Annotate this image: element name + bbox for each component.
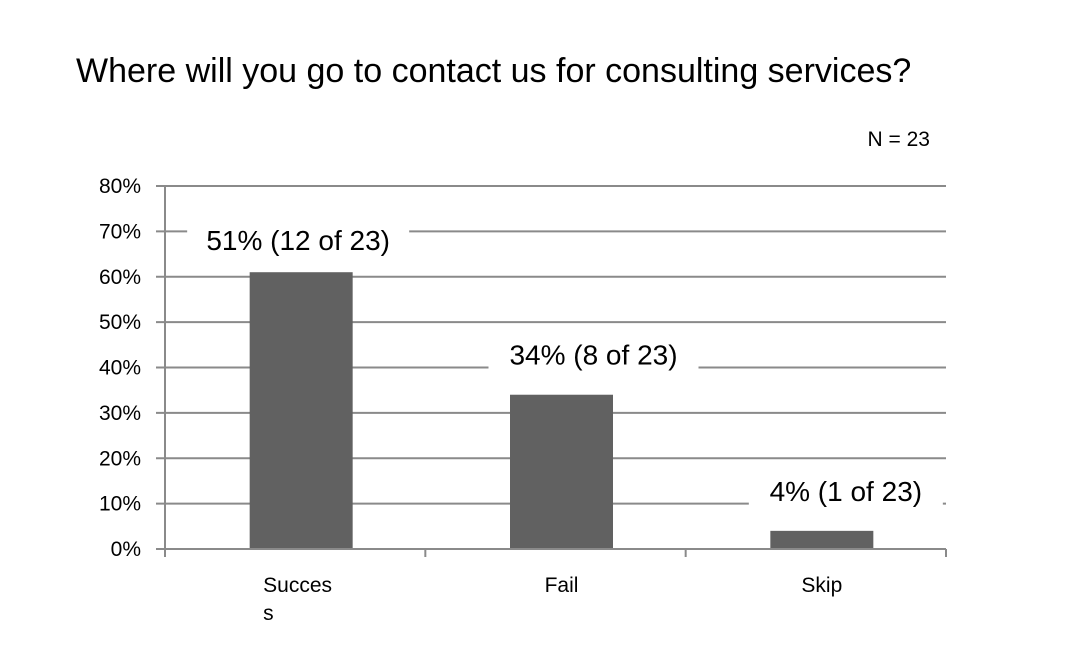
data-label-background bbox=[488, 337, 699, 374]
data-label-background bbox=[187, 223, 410, 259]
y-tick-label: 10% bbox=[99, 493, 141, 516]
y-tick-label: 70% bbox=[99, 220, 141, 243]
y-tick-label: 30% bbox=[99, 402, 141, 425]
data-label: 34% (8 of 23) bbox=[509, 340, 677, 371]
axes: 0% 10% 20% 30% 40% 50% 60% 70% 80% Succes s Fail Ski… bbox=[99, 175, 947, 625]
data-label-background bbox=[748, 473, 943, 510]
y-tick-label: 50% bbox=[99, 311, 141, 334]
x-category-label: Succes s bbox=[263, 574, 332, 625]
bar bbox=[770, 530, 874, 549]
chart-title: Where will you go to contact us for cons… bbox=[76, 52, 911, 90]
y-tick-label: 60% bbox=[99, 266, 141, 289]
data-labels: 51% (12 of 23) 34% (8 of 23) 4% (1 of 23) bbox=[187, 223, 943, 510]
y-tick-label: 80% bbox=[99, 175, 141, 198]
x-category-label: Fail bbox=[545, 574, 579, 597]
bar bbox=[510, 394, 613, 549]
bars bbox=[249, 272, 874, 549]
x-category-label: Skip bbox=[801, 574, 842, 597]
y-tick-label: 20% bbox=[99, 447, 141, 470]
y-tick-label: 40% bbox=[99, 357, 141, 380]
bar bbox=[249, 272, 353, 549]
data-label: 4% (1 of 23) bbox=[770, 476, 923, 507]
sample-size-annotation: N = 23 bbox=[868, 128, 930, 151]
data-label: 51% (12 of 23) bbox=[206, 225, 390, 256]
y-tick-label: 0% bbox=[111, 538, 141, 561]
